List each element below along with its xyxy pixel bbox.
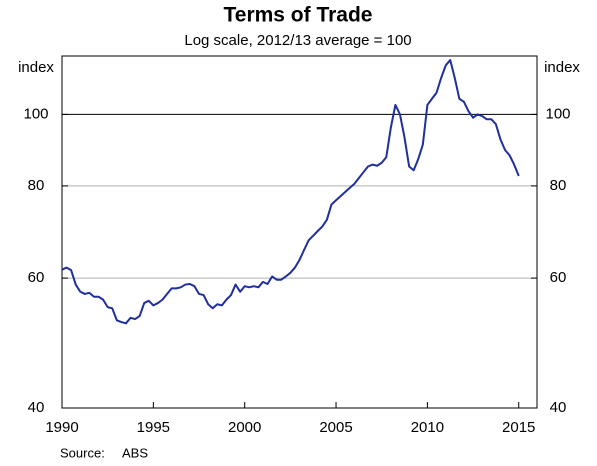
source-label: Source: xyxy=(60,445,105,460)
y2-tick-label: 80 xyxy=(550,177,567,194)
y-axis-label: index xyxy=(18,59,54,76)
y-tick-label: 100 xyxy=(23,105,48,122)
chart-title: Terms of Trade xyxy=(224,4,373,27)
y2-axis-label: index xyxy=(544,59,580,76)
x-tick-label: 1990 xyxy=(45,419,78,436)
y2-tick-label: 40 xyxy=(550,399,567,416)
plot-frame xyxy=(61,55,538,409)
data-line xyxy=(61,59,520,325)
source: ABS xyxy=(122,445,148,460)
x-tick-label: 2010 xyxy=(411,419,444,436)
chart-subtitle: Log scale, 2012/13 average = 100 xyxy=(184,32,411,49)
y-tick-label: 80 xyxy=(28,177,45,194)
x-tick-label: 1995 xyxy=(137,419,170,436)
y-tick-label: 40 xyxy=(28,399,45,416)
x-tick-label: 2000 xyxy=(228,419,261,436)
y2-tick-label: 100 xyxy=(545,105,570,122)
y2-tick-label: 60 xyxy=(550,269,567,286)
y-tick-label: 60 xyxy=(28,269,45,286)
x-tick-label: 2005 xyxy=(319,419,352,436)
x-tick-label: 2015 xyxy=(502,419,535,436)
